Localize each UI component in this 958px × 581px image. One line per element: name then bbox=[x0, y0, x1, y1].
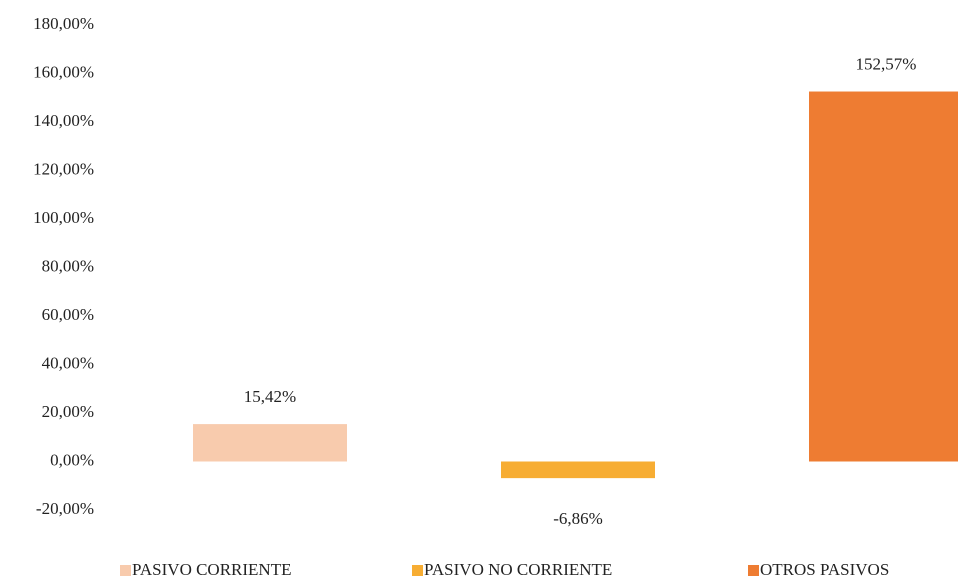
y-tick-label: 40,00% bbox=[42, 353, 94, 372]
bar bbox=[193, 424, 347, 462]
legend-label: PASIVO NO CORRIENTE bbox=[424, 560, 612, 579]
data-label: 152,57% bbox=[856, 54, 917, 73]
y-tick-label: 20,00% bbox=[42, 402, 94, 421]
data-label: 15,42% bbox=[244, 387, 296, 406]
y-tick-label: -20,00% bbox=[36, 499, 94, 518]
legend-swatch bbox=[120, 565, 131, 576]
y-tick-label: 180,00% bbox=[33, 14, 94, 33]
bar bbox=[809, 91, 958, 462]
y-tick-label: 120,00% bbox=[33, 159, 94, 178]
y-tick-label: 100,00% bbox=[33, 208, 94, 227]
y-tick-label: 140,00% bbox=[33, 111, 94, 130]
y-tick-label: 60,00% bbox=[42, 305, 94, 324]
y-tick-label: 0,00% bbox=[50, 450, 94, 469]
y-tick-label: 160,00% bbox=[33, 62, 94, 81]
y-tick-label: 80,00% bbox=[42, 256, 94, 275]
legend-swatch bbox=[412, 565, 423, 576]
legend-swatch bbox=[748, 565, 759, 576]
data-label: -6,86% bbox=[553, 509, 603, 528]
legend-label: PASIVO CORRIENTE bbox=[132, 560, 291, 579]
bar bbox=[501, 461, 655, 479]
legend-label: OTROS PASIVOS bbox=[760, 560, 889, 579]
